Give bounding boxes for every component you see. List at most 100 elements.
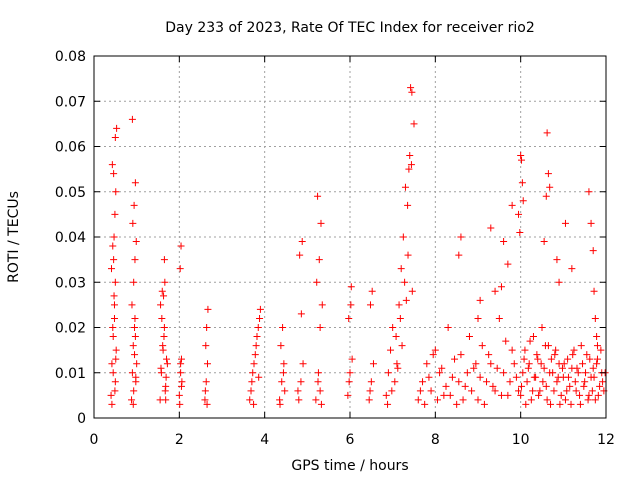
data-point [346, 369, 354, 377]
data-point [250, 360, 258, 368]
data-point [561, 219, 569, 227]
data-point [107, 265, 115, 273]
data-point [158, 287, 166, 295]
data-point [500, 369, 508, 377]
data-point [384, 369, 392, 377]
data-point [515, 210, 523, 218]
data-point [585, 391, 593, 399]
data-point [112, 188, 120, 196]
data-point [204, 305, 212, 313]
data-point [472, 360, 480, 368]
data-point [131, 324, 139, 331]
data-point [502, 337, 510, 345]
data-point [468, 387, 476, 395]
data-point [318, 301, 326, 309]
data-point [410, 120, 418, 128]
y-tick-label: 0.07 [55, 94, 86, 110]
data-point [586, 355, 594, 363]
data-point [395, 301, 403, 309]
data-point [131, 314, 139, 322]
axis-ticks [93, 55, 607, 419]
data-point [312, 396, 320, 404]
data-point [589, 364, 597, 372]
data-point [109, 369, 117, 377]
data-point [518, 382, 526, 390]
data-point [107, 391, 115, 399]
data-point [587, 219, 595, 227]
data-point [567, 400, 575, 408]
y-tick-label: 0.03 [55, 275, 86, 291]
data-point [547, 400, 555, 408]
data-point [515, 387, 523, 395]
data-point [256, 305, 264, 313]
data-point [347, 301, 355, 309]
data-point [316, 387, 324, 395]
data-point [160, 256, 168, 264]
data-point [457, 233, 465, 241]
data-point [366, 301, 374, 309]
data-point [540, 238, 548, 246]
y-tick-label: 0.04 [55, 230, 86, 246]
data-point [487, 224, 495, 232]
data-point [384, 400, 392, 408]
data-point [110, 256, 118, 264]
data-point [366, 387, 374, 395]
data-point [163, 360, 171, 368]
data-point [478, 342, 486, 350]
data-point [534, 355, 542, 363]
data-point [175, 391, 183, 399]
data-point [518, 179, 526, 187]
data-point [388, 387, 396, 395]
data-point [177, 369, 185, 377]
data-point [111, 387, 119, 395]
data-point [455, 378, 463, 386]
data-point [493, 364, 501, 372]
data-point [110, 314, 118, 322]
data-point [158, 314, 166, 322]
data-point [314, 192, 322, 200]
data-point [594, 391, 602, 399]
data-point [177, 242, 185, 250]
data-point [345, 314, 353, 322]
data-point [129, 219, 137, 227]
data-point [278, 378, 286, 386]
data-point [442, 382, 450, 390]
data-point [109, 324, 117, 331]
data-point [491, 387, 499, 395]
data-point [391, 378, 399, 386]
data-point [542, 192, 550, 200]
data-point [315, 256, 323, 264]
data-point [520, 355, 528, 363]
x-tick-label: 0 [90, 432, 99, 448]
data-point [564, 373, 572, 381]
data-point [163, 355, 171, 363]
y-tick-label: 0.08 [55, 49, 86, 65]
data-point [518, 156, 526, 164]
data-point [131, 333, 139, 341]
data-point [553, 378, 561, 386]
data-point [369, 360, 377, 368]
x-tick-label: 4 [260, 432, 269, 448]
data-point [162, 396, 170, 404]
data-point [396, 314, 404, 322]
data-point [425, 373, 433, 381]
data-point [584, 396, 592, 404]
data-point [453, 400, 461, 408]
data-point [440, 391, 448, 399]
data-point [570, 346, 578, 354]
data-point [524, 364, 532, 372]
data-point [162, 373, 170, 381]
data-point [314, 369, 322, 377]
data-point [365, 396, 373, 404]
data-point [527, 396, 535, 404]
data-point [345, 378, 353, 386]
data-point [554, 373, 562, 381]
data-point [546, 183, 554, 191]
data-point [160, 324, 168, 331]
data-point [585, 188, 593, 196]
data-point [247, 387, 255, 395]
data-point [555, 278, 563, 286]
data-point [556, 400, 564, 408]
data-point [108, 161, 116, 169]
data-point [408, 88, 416, 96]
